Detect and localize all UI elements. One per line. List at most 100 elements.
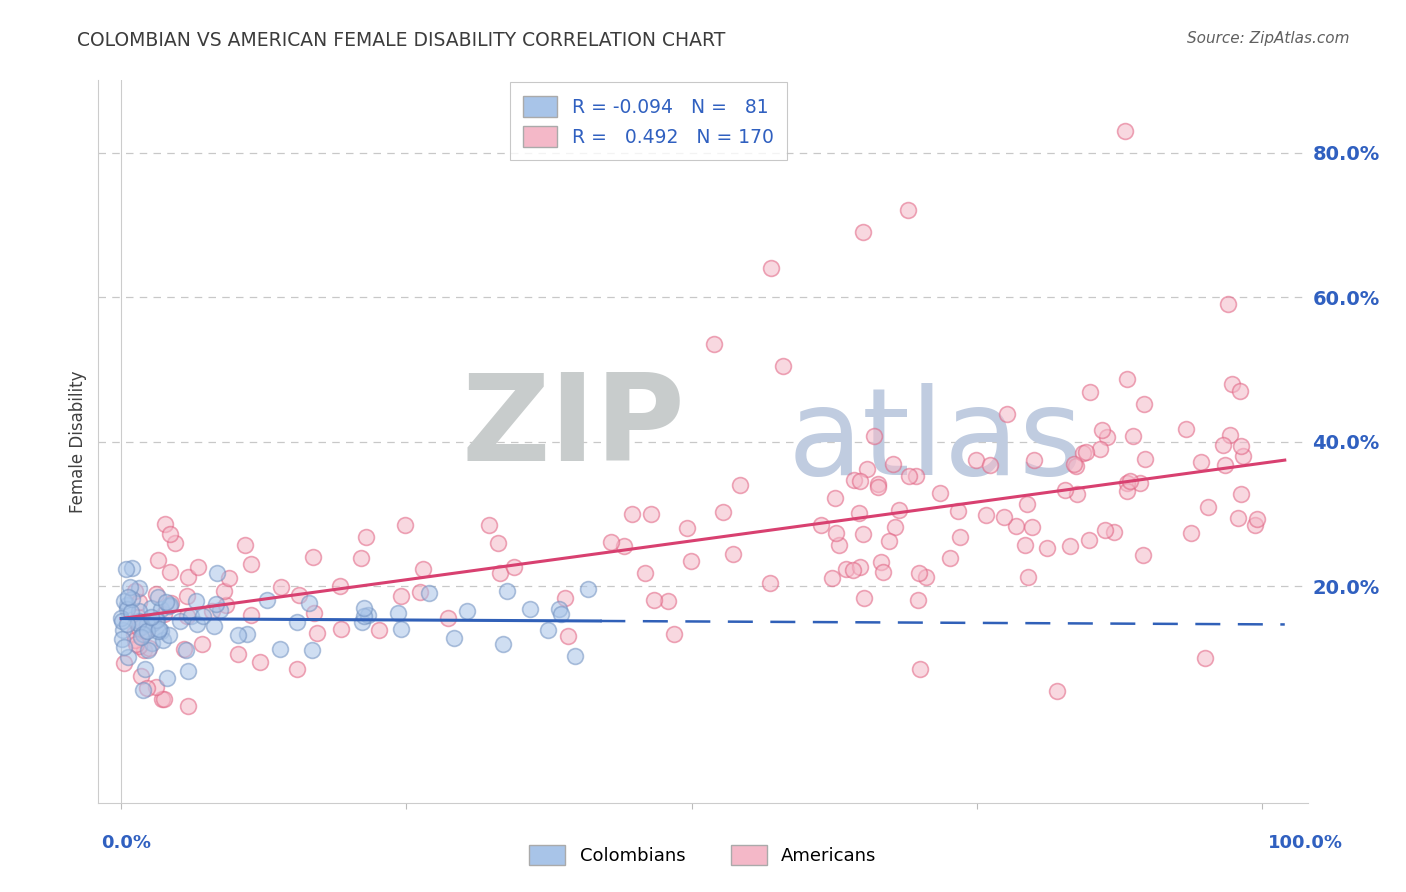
Point xyxy=(761,261,783,276)
Point xyxy=(1132,548,1154,562)
Point xyxy=(121,592,143,607)
Point xyxy=(1133,397,1156,411)
Point xyxy=(443,631,465,645)
Point xyxy=(723,547,745,561)
Point xyxy=(758,575,780,590)
Point xyxy=(564,648,586,663)
Point xyxy=(643,593,665,607)
Point xyxy=(949,530,972,544)
Point xyxy=(946,504,969,518)
Point xyxy=(995,407,1018,421)
Point xyxy=(159,598,181,612)
Point xyxy=(186,594,208,608)
Point xyxy=(131,627,153,641)
Point xyxy=(834,562,856,576)
Point xyxy=(862,429,884,443)
Point xyxy=(142,615,165,630)
Point xyxy=(132,643,155,657)
Point xyxy=(1122,429,1144,443)
Point xyxy=(302,606,325,620)
Point xyxy=(550,607,572,621)
Point xyxy=(153,607,176,621)
Point xyxy=(1094,523,1116,537)
Point xyxy=(240,607,263,622)
Point xyxy=(176,589,198,603)
Point xyxy=(112,656,135,670)
Point xyxy=(134,662,156,676)
Point xyxy=(908,566,931,580)
Point xyxy=(897,469,920,483)
Point xyxy=(486,536,509,550)
Point xyxy=(128,581,150,595)
Point xyxy=(1074,444,1097,458)
Point xyxy=(1064,459,1087,474)
Point xyxy=(852,527,875,541)
Point xyxy=(965,453,987,467)
Point xyxy=(202,618,225,632)
Point xyxy=(1232,449,1254,463)
Point xyxy=(350,615,373,629)
Point xyxy=(256,593,278,607)
Point xyxy=(141,601,163,615)
Point xyxy=(870,555,893,569)
Point xyxy=(810,518,832,533)
Point xyxy=(136,624,159,638)
Point xyxy=(187,560,209,574)
Point xyxy=(640,508,662,522)
Point xyxy=(145,680,167,694)
Point xyxy=(127,610,149,624)
Point xyxy=(111,615,134,629)
Point xyxy=(157,599,180,613)
Point xyxy=(408,585,430,599)
Point xyxy=(127,615,149,630)
Point xyxy=(1189,455,1212,469)
Text: ZIP: ZIP xyxy=(461,368,685,485)
Point xyxy=(600,534,623,549)
Point xyxy=(1180,526,1202,541)
Point xyxy=(124,583,146,598)
Point xyxy=(772,359,794,373)
Point xyxy=(128,639,150,653)
Point xyxy=(711,505,734,519)
Point xyxy=(350,550,373,565)
Point xyxy=(180,609,202,624)
Point xyxy=(1054,483,1077,497)
Point xyxy=(730,478,752,492)
Point xyxy=(576,582,599,597)
Point xyxy=(136,624,159,638)
Point xyxy=(129,631,152,645)
Point xyxy=(191,609,214,624)
Point xyxy=(856,462,879,476)
Legend: Colombians, Americans: Colombians, Americans xyxy=(522,838,884,872)
Point xyxy=(554,591,576,606)
Text: 100.0%: 100.0% xyxy=(1268,834,1343,852)
Point xyxy=(1220,376,1243,391)
Point xyxy=(1078,533,1101,548)
Point xyxy=(828,538,851,552)
Point xyxy=(492,637,515,651)
Point xyxy=(115,599,138,613)
Point xyxy=(412,562,434,576)
Point xyxy=(387,606,409,620)
Point xyxy=(128,621,150,635)
Point xyxy=(269,642,291,657)
Point xyxy=(852,591,875,605)
Point xyxy=(205,597,228,611)
Point xyxy=(1114,124,1136,138)
Point xyxy=(301,643,323,657)
Point xyxy=(437,611,460,625)
Point xyxy=(478,517,501,532)
Point xyxy=(868,480,890,494)
Point xyxy=(125,637,148,651)
Point xyxy=(146,624,169,638)
Point xyxy=(128,614,150,628)
Point xyxy=(139,617,162,632)
Point xyxy=(134,624,156,639)
Point xyxy=(114,640,136,654)
Point xyxy=(176,609,198,624)
Point xyxy=(1230,486,1253,500)
Point xyxy=(928,485,950,500)
Point xyxy=(877,534,900,549)
Point xyxy=(111,623,134,637)
Point xyxy=(1102,525,1125,540)
